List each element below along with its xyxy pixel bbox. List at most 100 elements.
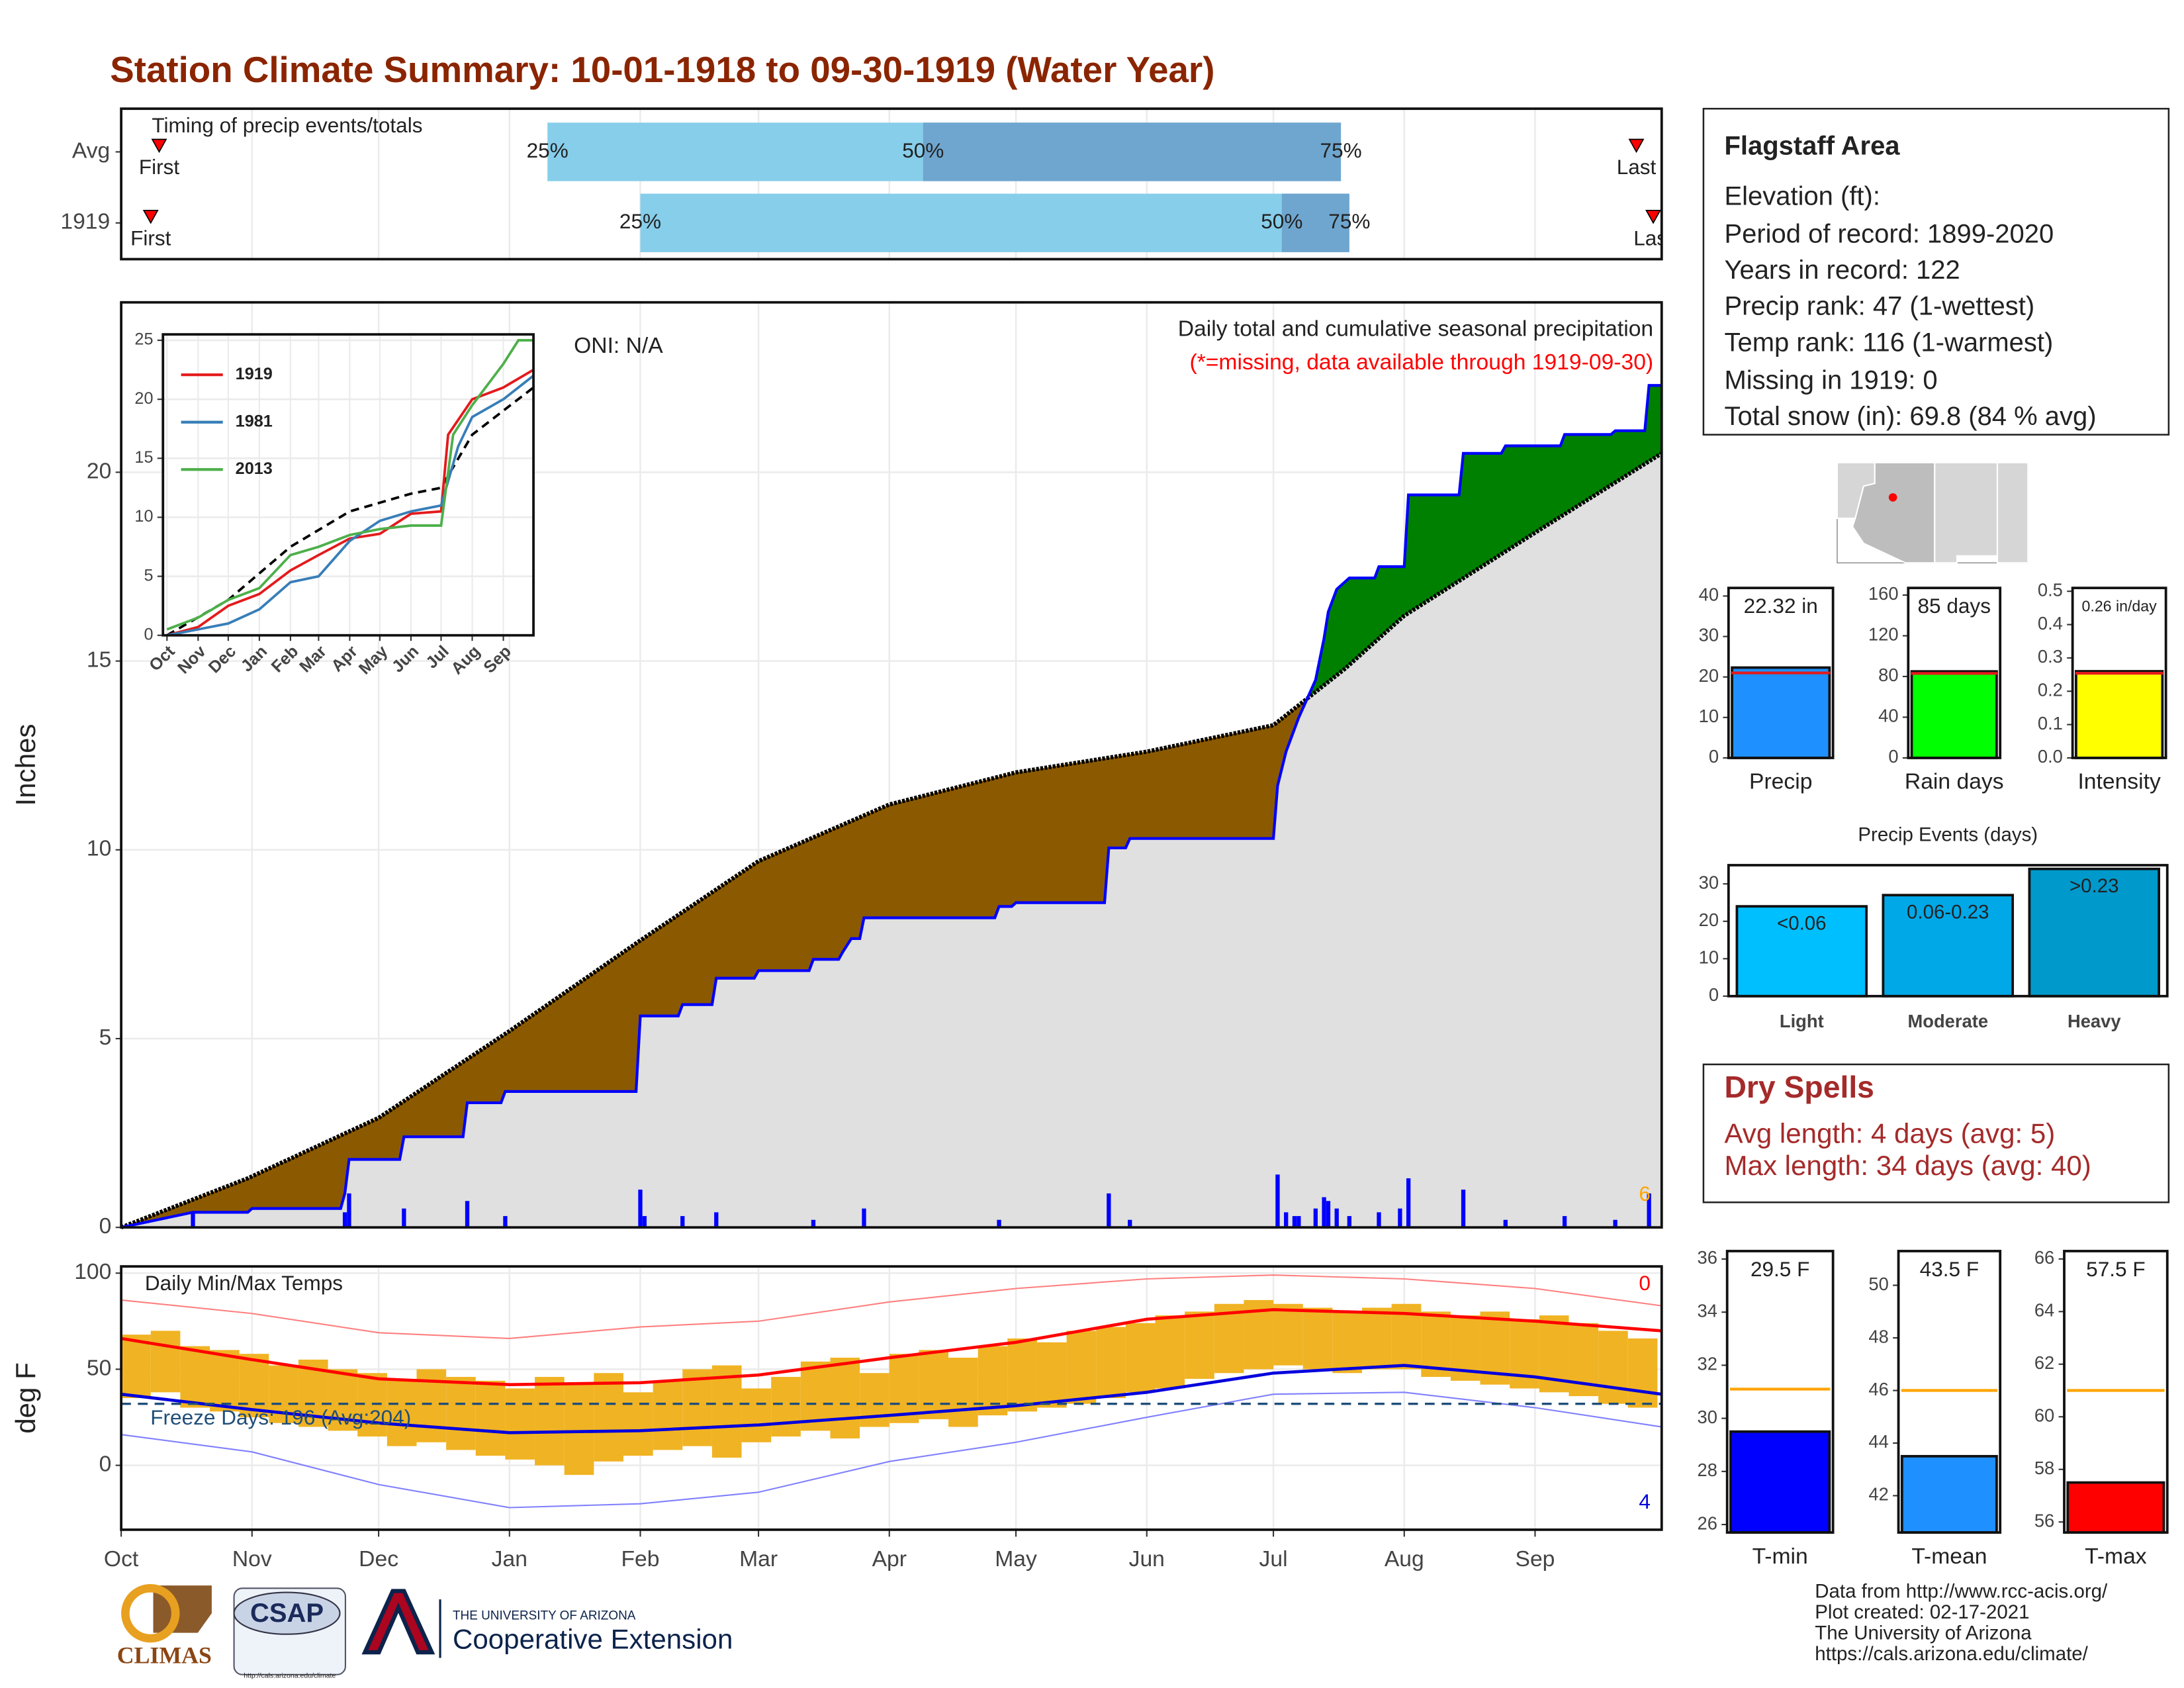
temp-range-bar [1273,1303,1303,1366]
y-tick-label: 30 [1699,872,1719,892]
climas-emblem [121,1583,180,1643]
value-label: 29.5 F [1751,1257,1809,1281]
plot-frame [1727,586,1835,759]
temp-range-bar [1598,1331,1628,1404]
x-tick-label: Mar [739,1547,778,1571]
plot-frame [120,301,1663,1229]
temp-range-bar [505,1388,535,1460]
category-label: T-mean [1911,1544,1987,1569]
category-label: T-max [2085,1544,2147,1569]
temp-range-bar [1302,1307,1333,1370]
bar [2075,670,2164,759]
daily-bar [680,1216,685,1228]
x-tick-label: Jun [388,642,423,677]
temp-range-bar [1332,1311,1362,1374]
temp-range-bar [1214,1303,1244,1374]
panel-title: Timing of precip events/totals [152,113,422,137]
category-label: Heavy [2068,1011,2121,1031]
daily-bar [1398,1208,1402,1228]
temp-range-bar [121,1335,151,1398]
y-tick-label: 0.5 [2038,579,2063,600]
page-title: Station Climate Summary: 10-01-1918 to 0… [110,49,1214,90]
bar [2028,867,2161,998]
quartile-label: 50% [1261,209,1302,233]
temp-range-bar [1096,1327,1126,1398]
y-tick-label: 40 [1699,585,1719,605]
info-line: Elevation (ft): [1724,181,1880,211]
logos: CLIMAS CSAP http://cals.arizona.edu/clim… [117,1583,733,1680]
plot-frame [2071,586,2167,759]
info-line: Temp rank: 116 (1-warmest) [1724,328,2053,357]
daily-bar [347,1193,351,1228]
y-tick-label: 34 [1698,1300,1717,1321]
event-label: Last [1617,155,1657,179]
y-tick-label: 46 [1868,1379,1888,1399]
ua-logo [361,1589,435,1655]
csap-logo: CSAP [250,1599,324,1628]
university-name: THE UNIVERSITY OF ARIZONA [453,1609,636,1622]
x-tick-label: Jul [422,642,453,673]
y-tick-label: 20 [1699,910,1719,930]
legend-label: 1919 [236,365,273,383]
daily-bar [862,1208,866,1228]
temp-range-bar [180,1346,210,1408]
y-tick-label: 80 [1878,665,1898,685]
daily-bar [402,1208,406,1228]
quartile-bar [923,122,1342,181]
temp-range-bar [564,1384,594,1476]
y-tick-label: 120 [1868,624,1899,645]
temp-range-bar [475,1380,506,1456]
oni-label: ONI: N/A [574,334,663,358]
y-tick-label: 50 [87,1356,111,1380]
temp-range-bar [150,1331,181,1393]
value-label: 57.5 F [2086,1257,2145,1281]
x-tick-label: Feb [621,1547,659,1571]
y-tick-label: 64 [2034,1300,2054,1321]
dry-spells-box [1702,1063,2170,1203]
credit-line: Plot created: 02-17-2021 [1815,1601,2029,1623]
category-label: Precip [1749,770,1812,794]
x-tick-label: Dec [359,1547,398,1571]
y-tick-label: 15 [87,647,111,672]
y-tick-label: 26 [1698,1513,1717,1533]
x-tick-label: Jun [1129,1547,1165,1571]
y-tick-label: 0 [144,625,153,643]
daily-bar [1322,1197,1326,1228]
dry-spells-title: Dry Spells [1724,1070,1874,1104]
y-tick-label: 36 [1698,1247,1717,1268]
y-tick-label: 15 [134,448,153,467]
temp-range-bar [948,1358,978,1427]
quartile-label: 25% [619,209,661,233]
y-tick-label: 0 [1888,746,1898,767]
daily-bar [465,1201,470,1228]
quartile-label: 75% [1328,209,1370,233]
quartile-bar [640,193,1349,252]
temp-range-bar [446,1377,476,1450]
x-tick-label: Dec [205,642,240,677]
y-tick-label: 40 [1878,706,1898,726]
credit-line: Data from http://www.rcc-acis.org/ [1815,1580,2108,1602]
value-label: 0.26 in/day [2082,598,2158,615]
value-label: 43.5 F [1920,1257,1979,1281]
dry-spells-line: Avg length: 4 days (avg: 5) [1724,1117,2055,1149]
bar [1735,905,1868,998]
temp-range-bar [1361,1307,1392,1370]
y-tick-label: 5 [99,1025,112,1050]
daily-bar [1406,1178,1411,1228]
bar [2066,1481,2165,1534]
temp-range-bar [387,1378,417,1446]
y-tick-label: 28 [1698,1460,1717,1480]
daily-bar [1326,1201,1331,1228]
daily-bar [1284,1212,1289,1228]
y-tick-label: 48 [1868,1326,1888,1346]
x-tick-label: Sep [1516,1547,1555,1571]
y-tick-label: 10 [1699,947,1719,968]
daily-bar [1562,1216,1567,1228]
value-label: 85 days [1917,594,1991,618]
y-tick-label: 0 [1709,984,1719,1005]
bar [1882,894,2015,998]
info-line: Precip rank: 47 (1-wettest) [1724,292,2034,321]
y-tick-label: 100 [74,1260,111,1284]
info-line: Years in record: 122 [1724,256,1960,285]
y-tick-label: 58 [2034,1458,2054,1478]
